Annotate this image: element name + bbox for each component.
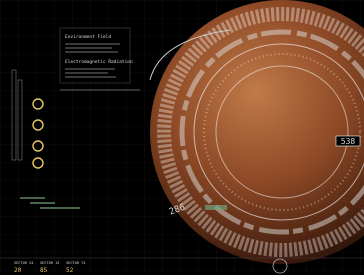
info-panel: Environment Field Electromagnetic Radiat…	[60, 28, 133, 83]
readout: 538	[341, 137, 356, 146]
panel-subtitle: Electromagnetic Radiation	[65, 59, 133, 65]
panel-title: Environment Field	[65, 34, 111, 40]
hud-screen: 538 286 Environment Field Electromagneti…	[0, 0, 364, 275]
indicator	[205, 205, 227, 210]
sector-value: 85	[40, 267, 48, 274]
sector-label: SECTOR 24	[14, 261, 33, 265]
sector-label: SECTOR 74	[66, 261, 85, 265]
sector-value: 52	[66, 267, 74, 274]
sector-label: SECTOR 15	[40, 261, 59, 265]
sector-value: 20	[14, 267, 22, 274]
